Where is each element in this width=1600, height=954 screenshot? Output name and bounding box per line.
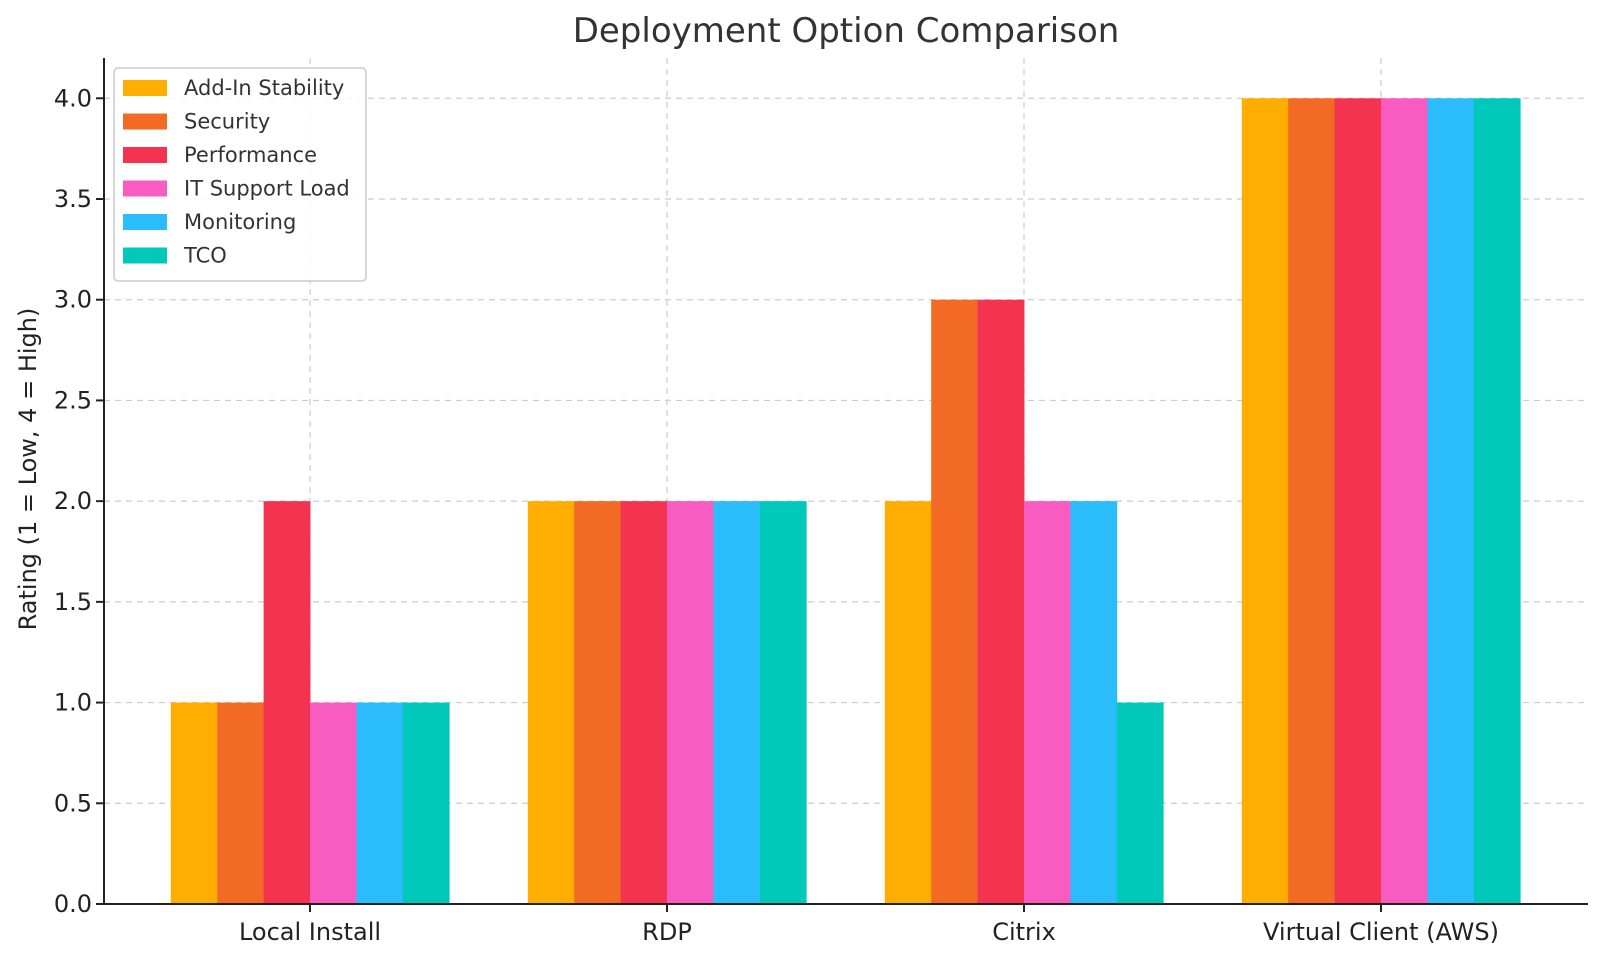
legend: Add-In Stability Security Performance IT Su… [113, 67, 367, 282]
legend-swatch [123, 247, 167, 264]
bar-performance-3 [1334, 98, 1382, 905]
bar-performance-0 [263, 501, 311, 904]
y-tick-label: 1.5 [54, 588, 92, 616]
axes: 0.0 0.5 1.0 1.5 2.0 2.5 3.0 3.5 4.0 Local Install… [54, 58, 1588, 946]
bar-add-in-stability-3 [1241, 98, 1289, 905]
bar-performance-2 [977, 299, 1025, 904]
y-tick-label: 0.5 [54, 789, 92, 817]
bar-add-in-stability-0 [170, 702, 218, 904]
bar-security-2 [931, 299, 978, 904]
bar-tco-3 [1473, 98, 1521, 905]
bars [170, 98, 1521, 905]
y-tick-label: 3.0 [54, 286, 92, 314]
bar-it-support-load-3 [1381, 98, 1428, 905]
bar-add-in-stability-1 [527, 501, 575, 904]
x-tick-label: Local Install [239, 918, 381, 946]
y-tick-label: 4.0 [54, 84, 92, 112]
legend-swatch [123, 147, 167, 163]
legend-label: TCO [183, 244, 227, 268]
bar-add-in-stability-2 [884, 501, 932, 904]
legend-swatch [123, 214, 167, 230]
legend-swatch [123, 180, 167, 197]
legend-box [113, 67, 367, 282]
y-axis-label: Rating (1 = Low, 4 = High) [14, 308, 42, 631]
bar-it-support-load-1 [667, 501, 714, 904]
legend-label: Security [184, 110, 270, 134]
bar-monitoring-0 [356, 702, 404, 904]
bar-monitoring-2 [1070, 501, 1118, 904]
bar-tco-2 [1116, 702, 1164, 904]
y-tick-label: 2.0 [54, 487, 92, 515]
x-tick-label: Virtual Client (AWS) [1263, 918, 1499, 946]
bar-it-support-load-0 [310, 702, 357, 904]
bar-monitoring-1 [713, 501, 761, 904]
y-tick-label: 1.0 [54, 689, 92, 717]
x-tick-label: Citrix [992, 918, 1056, 946]
legend-label: Add-In Stability [184, 76, 344, 100]
bar-tco-1 [759, 501, 807, 904]
bar-performance-1 [620, 501, 668, 904]
bar-security-0 [217, 702, 264, 904]
legend-label: Performance [184, 143, 317, 167]
legend-label: Monitoring [184, 210, 296, 234]
y-tick-label: 0.0 [54, 890, 92, 918]
bar-security-1 [574, 501, 621, 904]
x-tick-label: RDP [642, 918, 692, 946]
bar-monitoring-3 [1427, 98, 1475, 905]
bar-security-3 [1288, 98, 1335, 905]
bar-it-support-load-2 [1024, 501, 1071, 904]
chart-title: Deployment Option Comparison [573, 11, 1120, 51]
legend-swatch [123, 80, 167, 96]
legend-swatch [123, 113, 167, 130]
bar-tco-0 [402, 702, 450, 904]
y-tick-label: 3.5 [54, 185, 92, 213]
legend-label: IT Support Load [184, 177, 350, 201]
y-tick-label: 2.5 [54, 386, 92, 414]
